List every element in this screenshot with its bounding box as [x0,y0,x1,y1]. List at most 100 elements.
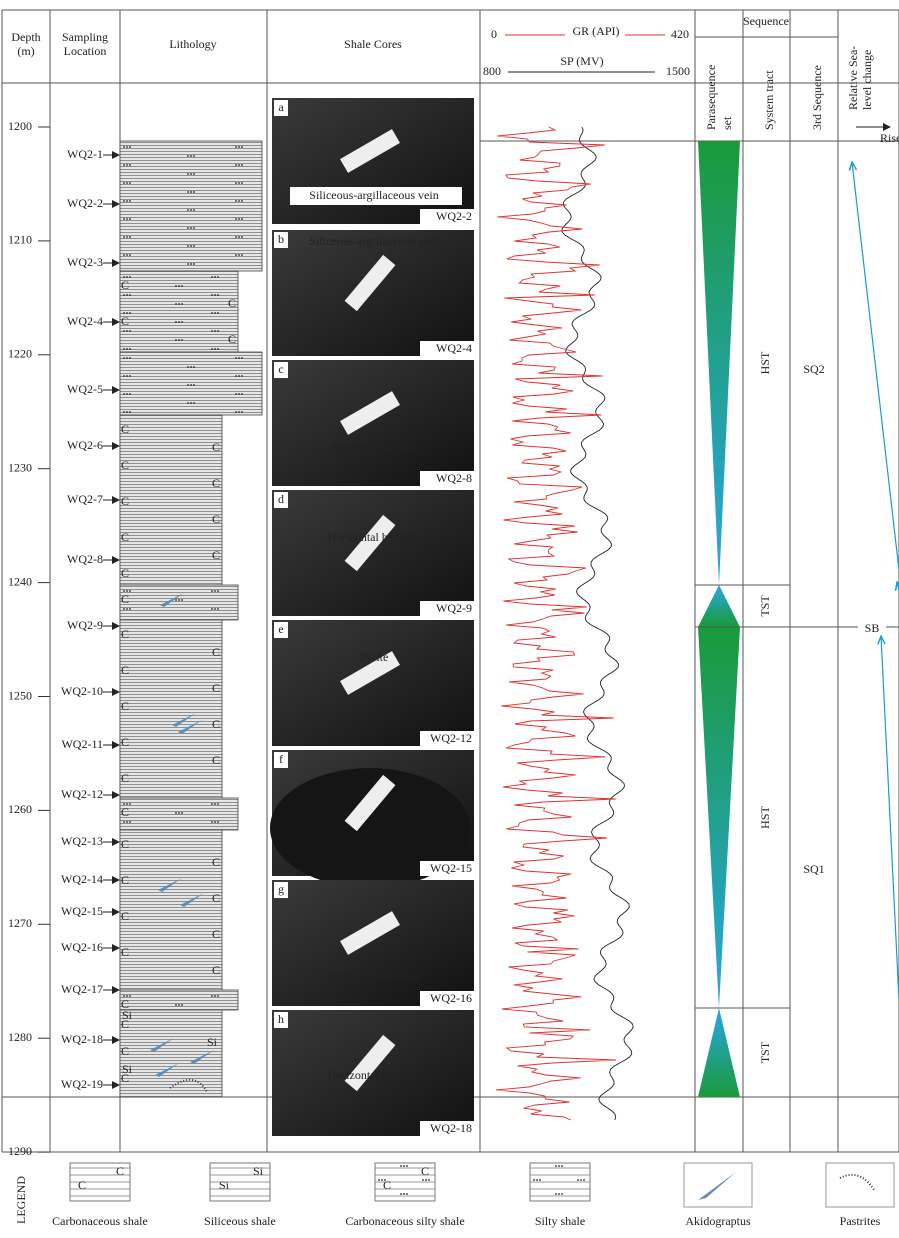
carbon-symbol: C [121,592,129,606]
dot [555,1193,557,1195]
dot [193,245,195,247]
sample-label: WQ2-19 [61,1077,103,1091]
dot [178,303,180,305]
label: 0 [491,27,497,41]
dot [175,339,177,341]
dot [378,1179,380,1181]
dot [241,218,243,220]
core-caption: WQ2-16 [430,991,472,1005]
dot [235,357,237,359]
dot [129,590,131,592]
dot [217,330,219,332]
dot [187,402,189,404]
carbon-symbol: C [212,440,220,454]
dot [217,590,219,592]
carbon-symbol: C [121,627,129,641]
dot [187,155,189,157]
dot [211,995,213,997]
parasequence [698,141,740,585]
dot [400,1165,402,1167]
dot [238,164,240,166]
dot [129,236,131,238]
carbon-symbol: C [212,681,220,695]
legend-label: Siliceous shale [204,1214,276,1228]
dot [214,312,216,314]
depth-label: 1210 [8,233,32,247]
dot [129,164,131,166]
lith-block [120,352,262,415]
lith-block [120,830,222,990]
depth-label: 1280 [8,1030,32,1044]
carbon-symbol: C [121,663,129,677]
dot [181,285,183,287]
dot [190,155,192,157]
silicon-symbol: Si [219,1178,230,1192]
lith-block [120,585,238,620]
system-tract: TST [758,595,772,617]
figure: Depth(m)SamplingLocationLithologyShale C… [0,0,899,1238]
carbon-symbol: C [78,1178,86,1192]
dot [403,1193,405,1195]
dot [235,236,237,238]
dot [178,1004,180,1006]
dot [123,200,125,202]
legend-swatch [684,1163,752,1207]
sample-label: WQ2-16 [61,940,103,954]
dot [129,200,131,202]
dot [178,339,180,341]
carbon-symbol: C [121,314,129,328]
dot [536,1179,538,1181]
dot [241,164,243,166]
dot [217,294,219,296]
dot [241,411,243,413]
dot [211,330,213,332]
depth-label: 1290 [8,1144,32,1158]
dot [129,608,131,610]
label: set [720,116,734,130]
label: Shale Cores [344,37,402,51]
core-letter: d [278,492,284,506]
label: Location [64,44,107,58]
carbon-symbol: C [121,422,129,436]
dot [235,146,237,148]
dot [193,155,195,157]
core-note: Siliceous-argillaceous vein [309,234,438,248]
dot [241,182,243,184]
carbon-symbol: C [212,476,220,490]
carbon-symbol: C [212,548,220,562]
dot [558,1193,560,1195]
label: System tract [762,70,776,130]
sample-label: WQ2-14 [61,872,103,886]
label: 3rd Sequence [810,65,824,130]
carbon-symbol: C [212,963,220,977]
dot [129,218,131,220]
dot [123,375,125,377]
dot [126,821,128,823]
carbon-symbol: C [421,1164,429,1178]
legend-label: Carbonaceous shale [52,1214,148,1228]
dot [214,348,216,350]
dot [175,321,177,323]
dot [190,384,192,386]
dot [175,599,177,601]
parasequence [698,585,740,627]
label: Parasequence [704,65,718,130]
carbon-symbol: C [121,945,129,959]
dot [217,803,219,805]
core-letter: b [278,232,284,246]
dot [238,146,240,148]
dot [561,1193,563,1195]
dot [187,191,189,193]
dot [126,375,128,377]
dot [129,330,131,332]
dot [235,375,237,377]
dot [211,608,213,610]
dot [190,209,192,211]
dot [403,1165,405,1167]
dot [187,173,189,175]
boundary: SB [865,621,880,635]
label: Lithology [169,37,216,51]
dot [238,357,240,359]
dot [129,821,131,823]
carbon-symbol: C [121,494,129,508]
